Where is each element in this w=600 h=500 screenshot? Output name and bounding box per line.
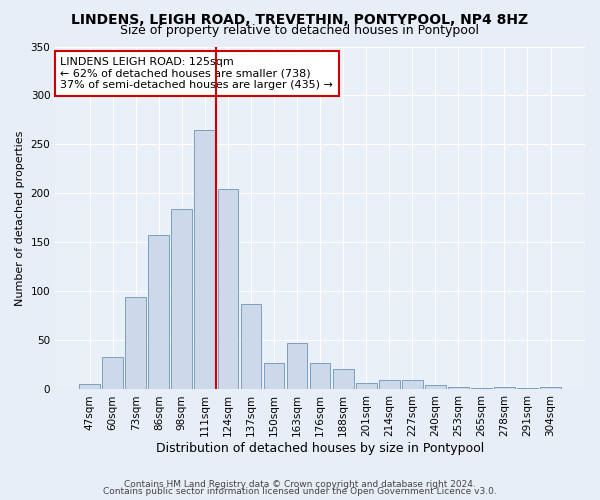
Bar xyxy=(241,304,262,390)
Bar xyxy=(356,382,377,390)
Bar xyxy=(79,384,100,390)
Y-axis label: Number of detached properties: Number of detached properties xyxy=(15,130,25,306)
X-axis label: Distribution of detached houses by size in Pontypool: Distribution of detached houses by size … xyxy=(156,442,484,455)
Text: Size of property relative to detached houses in Pontypool: Size of property relative to detached ho… xyxy=(121,24,479,37)
Bar xyxy=(517,388,538,390)
Bar xyxy=(471,388,492,390)
Text: LINDENS, LEIGH ROAD, TREVETHIN, PONTYPOOL, NP4 8HZ: LINDENS, LEIGH ROAD, TREVETHIN, PONTYPOO… xyxy=(71,12,529,26)
Bar xyxy=(263,363,284,390)
Text: Contains HM Land Registry data © Crown copyright and database right 2024.: Contains HM Land Registry data © Crown c… xyxy=(124,480,476,489)
Bar xyxy=(379,380,400,390)
Bar xyxy=(333,369,353,390)
Bar xyxy=(287,344,307,390)
Bar xyxy=(494,388,515,390)
Bar xyxy=(402,380,422,390)
Bar xyxy=(194,130,215,390)
Bar xyxy=(540,386,561,390)
Text: LINDENS LEIGH ROAD: 125sqm
← 62% of detached houses are smaller (738)
37% of sem: LINDENS LEIGH ROAD: 125sqm ← 62% of deta… xyxy=(61,57,334,90)
Bar xyxy=(448,388,469,390)
Bar xyxy=(148,234,169,390)
Bar xyxy=(102,357,123,390)
Text: Contains public sector information licensed under the Open Government Licence v3: Contains public sector information licen… xyxy=(103,487,497,496)
Bar xyxy=(218,188,238,390)
Bar xyxy=(172,209,192,390)
Bar xyxy=(125,298,146,390)
Bar xyxy=(310,363,331,390)
Bar xyxy=(425,384,446,390)
